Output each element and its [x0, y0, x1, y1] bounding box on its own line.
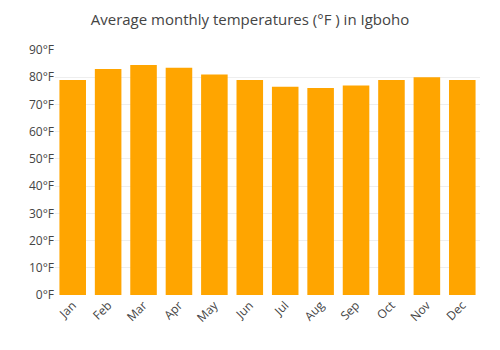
svg-text:Mar: Mar	[123, 297, 151, 325]
svg-text:Jul: Jul	[270, 297, 292, 319]
svg-text:Dec: Dec	[442, 297, 469, 324]
svg-text:30°F: 30°F	[29, 205, 54, 222]
svg-text:Sep: Sep	[336, 297, 363, 324]
svg-text:90°F: 90°F	[29, 41, 54, 58]
svg-text:Apr: Apr	[160, 297, 186, 323]
svg-text:50°F: 50°F	[29, 150, 54, 167]
svg-text:Jun: Jun	[231, 297, 256, 322]
svg-text:Aug: Aug	[300, 297, 328, 325]
svg-text:Oct: Oct	[373, 297, 399, 323]
svg-text:10°F: 10°F	[29, 259, 54, 276]
svg-text:Feb: Feb	[89, 297, 115, 323]
svg-text:May: May	[193, 296, 222, 325]
svg-text:0°F: 0°F	[36, 286, 54, 303]
svg-text:20°F: 20°F	[29, 232, 54, 249]
svg-text:80°F: 80°F	[29, 68, 54, 85]
svg-text:60°F: 60°F	[29, 123, 54, 140]
svg-text:70°F: 70°F	[29, 96, 54, 113]
svg-text:40°F: 40°F	[29, 177, 54, 194]
svg-text:Nov: Nov	[406, 297, 434, 325]
svg-text:Average monthly temperatures (: Average monthly temperatures (°F ) in Ig…	[91, 9, 410, 29]
svg-text:Jan: Jan	[55, 297, 80, 322]
